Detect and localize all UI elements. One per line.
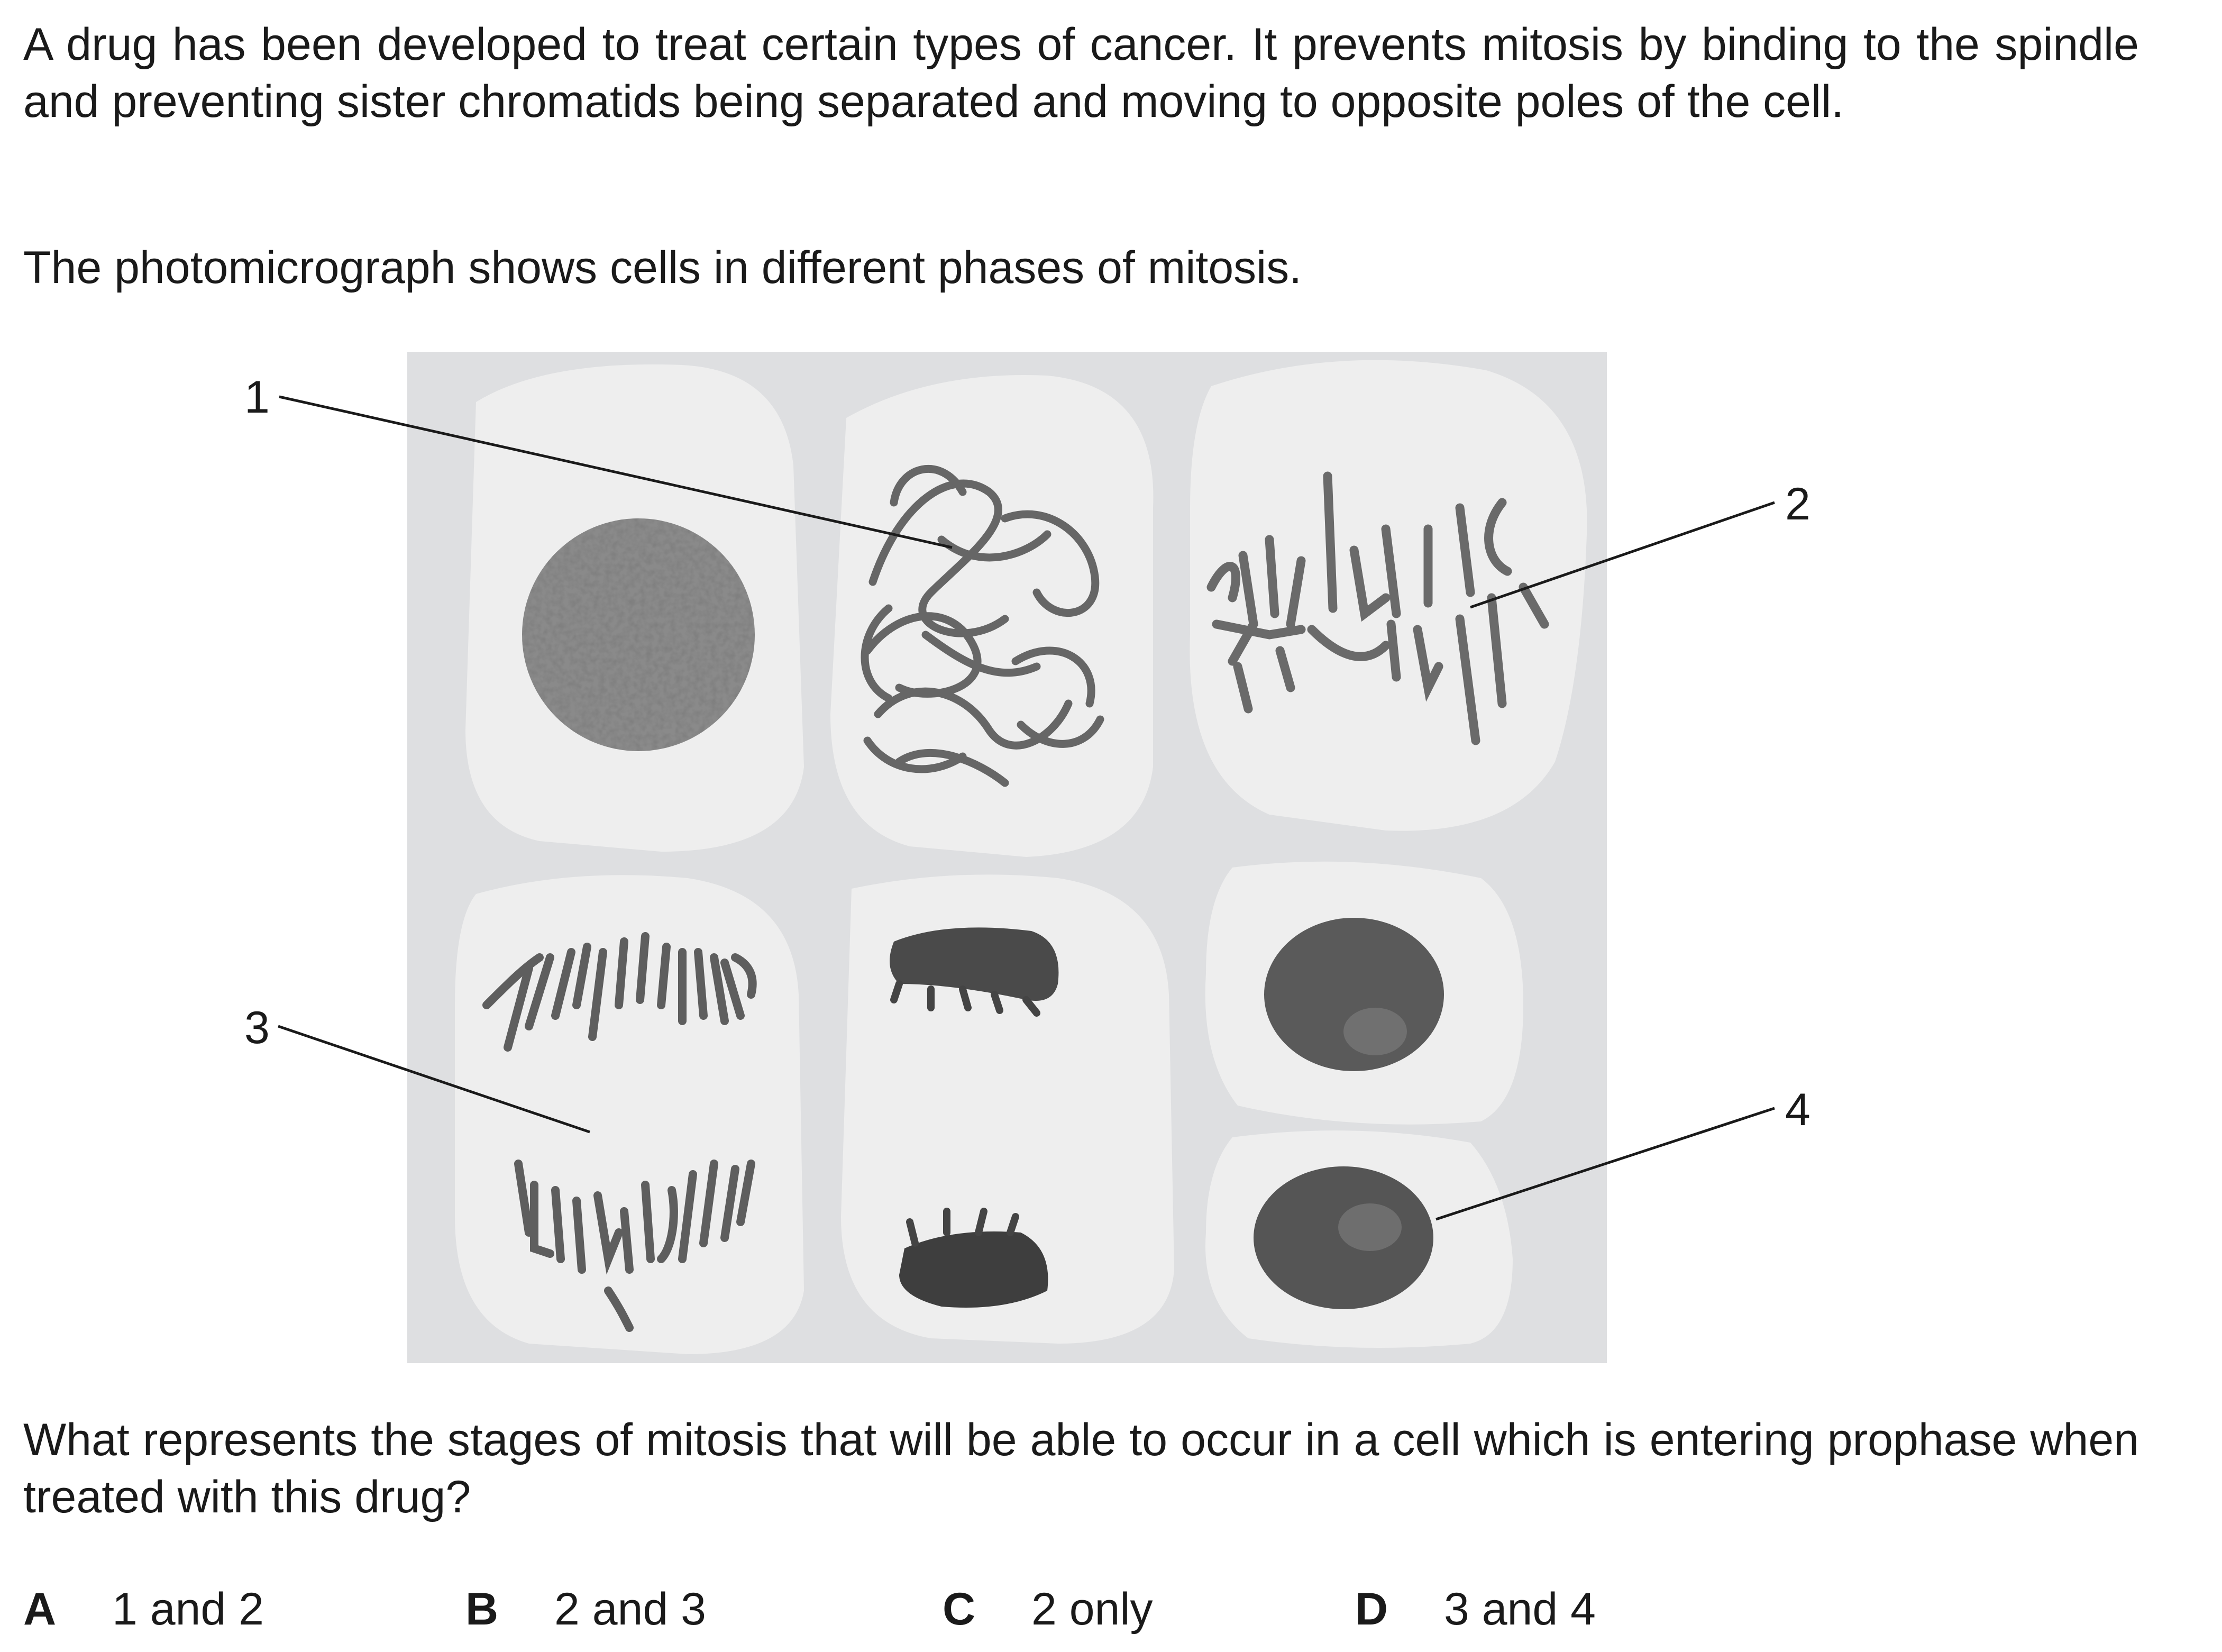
option-c[interactable]: C 2 only (943, 1581, 1153, 1638)
option-d-letter: D (1355, 1584, 1388, 1635)
option-b-letter: B (465, 1584, 499, 1635)
label-1: 1 (244, 372, 270, 423)
label-3: 3 (244, 1002, 270, 1053)
option-d[interactable]: D 3 and 4 (1355, 1581, 1596, 1638)
question-stem: What represents the stages of mitosis th… (23, 1414, 2139, 1522)
anaphase-chromosomes (482, 932, 757, 1332)
option-d-text: 3 and 4 (1444, 1584, 1596, 1635)
option-a[interactable]: A 1 and 2 (23, 1581, 264, 1638)
label-1-leader (279, 395, 953, 549)
option-b[interactable]: B 2 and 3 (465, 1581, 706, 1638)
label-4-leader (1435, 1107, 1775, 1221)
interphase-nucleus (522, 518, 755, 751)
metaphase-chromosomes (1206, 471, 1549, 745)
option-a-text: 1 and 2 (112, 1584, 264, 1635)
label-3-leader (278, 1025, 590, 1134)
question-intro: A drug has been developed to treat certa… (23, 19, 2139, 127)
label-2-leader (1470, 501, 1775, 609)
figure-labels: 1 2 3 4 (244, 372, 1810, 1221)
label-2: 2 (1785, 479, 1810, 530)
prophase-chromosomes (861, 464, 1104, 787)
figure-caption: The photomicrograph shows cells in diffe… (23, 242, 1302, 293)
option-b-text: 2 and 3 (554, 1584, 706, 1635)
option-c-text: 2 only (1031, 1584, 1153, 1635)
daughter-nuclei (1254, 918, 1444, 1309)
option-a-letter: A (23, 1584, 57, 1635)
telophase-chromosomes (890, 927, 1059, 1308)
option-c-letter: C (943, 1584, 976, 1635)
label-4: 4 (1785, 1084, 1810, 1135)
